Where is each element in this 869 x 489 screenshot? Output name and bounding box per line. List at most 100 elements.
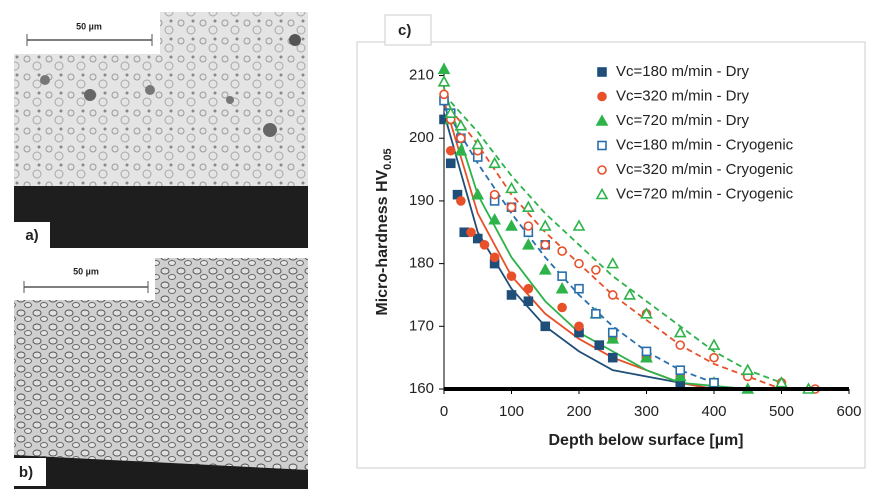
point xyxy=(445,158,456,169)
x-tick-label: 100 xyxy=(499,403,524,420)
point xyxy=(444,106,458,118)
point xyxy=(606,256,620,269)
legend-marker xyxy=(597,91,607,102)
point xyxy=(707,338,721,350)
legend-marker xyxy=(597,140,607,151)
point xyxy=(523,283,534,294)
x-axis-label: Depth below surface [µm] xyxy=(548,432,743,449)
point xyxy=(466,227,476,238)
point xyxy=(574,258,584,269)
point xyxy=(522,238,535,250)
point xyxy=(489,189,500,200)
point xyxy=(741,363,755,375)
point xyxy=(607,327,618,338)
legend-label: Vc=320 m/min - Cryogenic xyxy=(616,161,794,178)
point xyxy=(479,240,490,250)
point xyxy=(456,196,466,206)
panel-label: c) xyxy=(398,22,411,39)
point xyxy=(675,340,686,350)
y-axis-label-main: Micro-hardness HV xyxy=(374,169,391,315)
x-tick-label: 500 xyxy=(769,403,794,420)
point xyxy=(456,133,466,144)
legend-entry: Vc=720 m/min - Dry xyxy=(595,112,749,129)
point xyxy=(591,265,601,275)
y-tick-label: 190 xyxy=(409,192,434,209)
point xyxy=(540,240,551,250)
y-tick-label: 210 xyxy=(409,67,434,84)
x-tick-label: 200 xyxy=(566,403,591,420)
legend-label: Vc=180 m/min - Cryogenic xyxy=(616,136,794,153)
point xyxy=(445,145,456,156)
point xyxy=(538,263,552,275)
x-tick-label: 600 xyxy=(836,403,861,420)
point xyxy=(505,219,518,231)
point xyxy=(557,271,567,281)
point xyxy=(489,252,500,263)
point xyxy=(505,181,518,194)
point xyxy=(623,288,636,300)
point xyxy=(557,246,567,256)
legend-marker xyxy=(595,114,609,126)
point xyxy=(775,376,788,388)
y-tick-label: 160 xyxy=(409,380,434,397)
point xyxy=(538,219,552,231)
point xyxy=(523,296,534,307)
point xyxy=(555,282,569,294)
legend-entry: Vc=320 m/min - Dry xyxy=(597,87,749,104)
legend-marker xyxy=(597,67,607,77)
legend-label: Vc=720 m/min - Dry xyxy=(616,112,749,129)
point xyxy=(591,308,601,319)
plot: 0 100 200 300 400 500 600 160 170 180 190 200 210 Vc=… xyxy=(409,62,862,420)
point xyxy=(522,200,535,212)
legend-entry: Vc=180 m/min - Dry xyxy=(597,63,749,80)
point xyxy=(574,321,584,332)
legend-entry: Vc=320 m/min - Cryogenic xyxy=(597,161,794,178)
legend-marker xyxy=(597,165,607,175)
point xyxy=(607,352,618,363)
y-tick-label: 170 xyxy=(409,317,434,334)
point xyxy=(557,302,567,313)
y-tick-label: 200 xyxy=(409,129,434,146)
point xyxy=(471,188,485,200)
panel-tab xyxy=(384,14,432,46)
point xyxy=(709,377,719,388)
point xyxy=(572,219,586,231)
y-axis-label-sub: 0.05 xyxy=(382,148,394,169)
point xyxy=(506,202,517,212)
point xyxy=(640,351,653,363)
trend-line xyxy=(443,112,715,390)
legend-label: Vc=180 m/min - Dry xyxy=(616,63,749,80)
micrograph-a: 50 µm a) xyxy=(14,12,308,248)
point xyxy=(673,325,687,338)
point xyxy=(675,365,686,375)
point xyxy=(673,369,687,382)
point xyxy=(574,283,584,294)
trend-line xyxy=(443,106,715,384)
legend-label: Vc=720 m/min - Cryogenic xyxy=(616,185,794,202)
x-tick-label: 400 xyxy=(701,403,726,420)
point xyxy=(640,307,653,319)
x-tick-label: 0 xyxy=(440,403,448,420)
trend-line xyxy=(443,100,782,390)
legend-entry: Vc=720 m/min - Cryogenic xyxy=(595,185,794,202)
point xyxy=(606,332,620,344)
point xyxy=(454,144,468,156)
legend-label: Vc=320 m/min - Dry xyxy=(616,87,749,104)
x-tick-label: 300 xyxy=(634,403,659,420)
legend-entry: Vc=180 m/min - Cryogenic xyxy=(597,136,794,153)
point xyxy=(641,346,652,357)
point xyxy=(471,137,485,150)
point xyxy=(709,352,719,363)
y-tick-label: 180 xyxy=(409,255,434,272)
scale-bar-label: 50 µm xyxy=(76,21,102,31)
panel-label: a) xyxy=(25,227,38,244)
y-axis-label: Micro-hardness HV0.05 xyxy=(374,148,394,315)
point xyxy=(437,75,451,87)
point xyxy=(488,156,501,169)
point xyxy=(540,321,551,332)
point xyxy=(506,271,517,281)
chart-frame xyxy=(356,41,866,469)
point xyxy=(506,290,517,300)
scale-bar-label: 50 µm xyxy=(73,266,99,276)
